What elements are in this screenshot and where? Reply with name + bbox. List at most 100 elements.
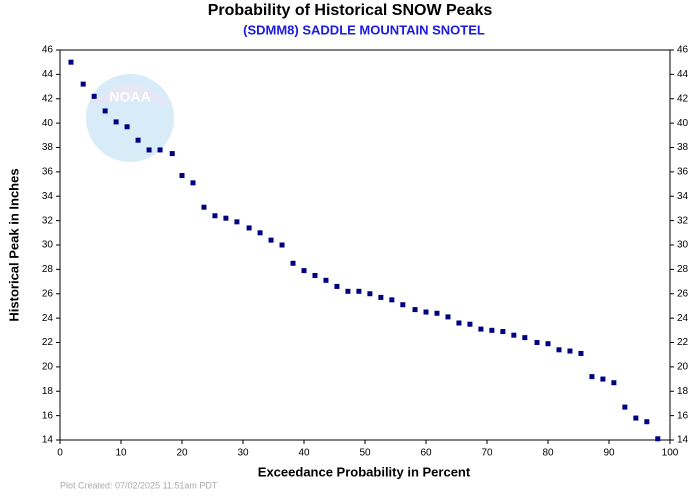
y2-tick-label: 38 <box>677 142 689 153</box>
point <box>611 380 617 386</box>
y-tick-label: 16 <box>42 410 54 421</box>
y-axis-label: Historical Peak in Inches <box>6 168 21 321</box>
point <box>169 151 175 157</box>
point <box>301 268 307 274</box>
y2-tick-label: 28 <box>677 264 689 275</box>
y2-tick-label: 42 <box>677 93 689 104</box>
logo-wing <box>88 84 172 108</box>
point <box>279 242 285 248</box>
y-tick-label: 24 <box>42 313 54 324</box>
y-tick-label: 36 <box>42 167 54 178</box>
point <box>522 335 528 341</box>
y-tick-label: 22 <box>42 337 54 348</box>
x-tick-label: 10 <box>115 448 127 459</box>
point <box>290 260 296 266</box>
point <box>257 230 263 236</box>
x-tick-label: 30 <box>237 448 249 459</box>
point <box>124 124 130 130</box>
point <box>68 59 74 65</box>
point <box>135 137 141 143</box>
y-tick-label: 20 <box>42 362 54 373</box>
point <box>467 321 473 327</box>
y2-tick-label: 24 <box>677 313 689 324</box>
point <box>323 277 329 283</box>
y2-tick-label: 30 <box>677 240 689 251</box>
point <box>644 419 650 425</box>
y2-tick-label: 22 <box>677 337 689 348</box>
y-tick-label: 28 <box>42 264 54 275</box>
x-tick-label: 0 <box>57 448 63 459</box>
point <box>545 341 551 347</box>
point <box>556 347 562 353</box>
y-tick-label: 46 <box>42 45 54 56</box>
point <box>212 213 218 219</box>
x-tick-label: 100 <box>662 448 679 459</box>
point <box>113 119 119 125</box>
y-tick-label: 32 <box>42 215 54 226</box>
y2-tick-label: 20 <box>677 362 689 373</box>
point <box>534 340 540 345</box>
y2-tick-label: 14 <box>677 435 689 446</box>
point <box>345 288 351 294</box>
y-tick-label: 44 <box>42 69 54 80</box>
point <box>312 272 318 278</box>
y-tick-label: 30 <box>42 240 54 251</box>
point <box>102 108 108 114</box>
y-tick-label: 34 <box>42 191 54 202</box>
y2-tick-label: 34 <box>677 191 689 202</box>
point <box>589 374 595 380</box>
point <box>146 147 152 153</box>
y2-tick-label: 18 <box>677 386 689 397</box>
chart-subtitle: (SDMM8) SADDLE MOUNTAIN SNOTEL <box>243 22 485 37</box>
x-tick-label: 90 <box>603 448 615 459</box>
chart-title: Probability of Historical SNOW Peaks <box>208 2 493 19</box>
y-tick-label: 18 <box>42 386 54 397</box>
y2-tick-label: 36 <box>677 167 689 178</box>
y2-tick-label: 26 <box>677 288 689 299</box>
point <box>578 350 584 356</box>
point <box>157 147 163 153</box>
point <box>268 237 274 243</box>
point <box>201 204 207 210</box>
y2-tick-label: 44 <box>677 69 689 80</box>
point <box>456 320 462 326</box>
y-tick-label: 40 <box>42 118 54 129</box>
point <box>389 297 395 303</box>
point <box>478 326 484 332</box>
point <box>234 219 240 225</box>
point <box>356 288 362 294</box>
y-tick-label: 26 <box>42 288 54 299</box>
point <box>511 332 517 338</box>
point <box>500 329 506 335</box>
logo-circle <box>86 74 174 162</box>
point <box>80 81 86 87</box>
noaa-logo: NOAA <box>86 74 174 162</box>
point <box>567 348 573 354</box>
y2-tick-label: 32 <box>677 215 689 226</box>
y2-tick-label: 40 <box>677 118 689 129</box>
x-tick-label: 40 <box>298 448 310 459</box>
y-tick-label: 42 <box>42 93 54 104</box>
point <box>190 180 196 186</box>
x-tick-label: 50 <box>359 448 371 459</box>
point <box>378 294 384 300</box>
logo-text: NOAA <box>109 89 150 105</box>
point <box>400 302 406 308</box>
footer: Plot Created: 07/02/2025 11:51am PDT <box>60 480 218 490</box>
point <box>622 404 628 410</box>
x-tick-label: 20 <box>176 448 188 459</box>
y2-tick-label: 46 <box>677 45 689 56</box>
x-tick-label: 80 <box>542 448 554 459</box>
point <box>423 309 429 315</box>
point <box>179 173 185 179</box>
point <box>600 376 606 382</box>
point <box>367 291 373 297</box>
point <box>655 436 661 442</box>
point <box>489 327 495 333</box>
point <box>91 93 97 99</box>
y-tick-label: 38 <box>42 142 54 153</box>
x-axis-label: Exceedance Probability in Percent <box>258 464 471 479</box>
point <box>246 225 252 231</box>
x-tick-label: 60 <box>420 448 432 459</box>
